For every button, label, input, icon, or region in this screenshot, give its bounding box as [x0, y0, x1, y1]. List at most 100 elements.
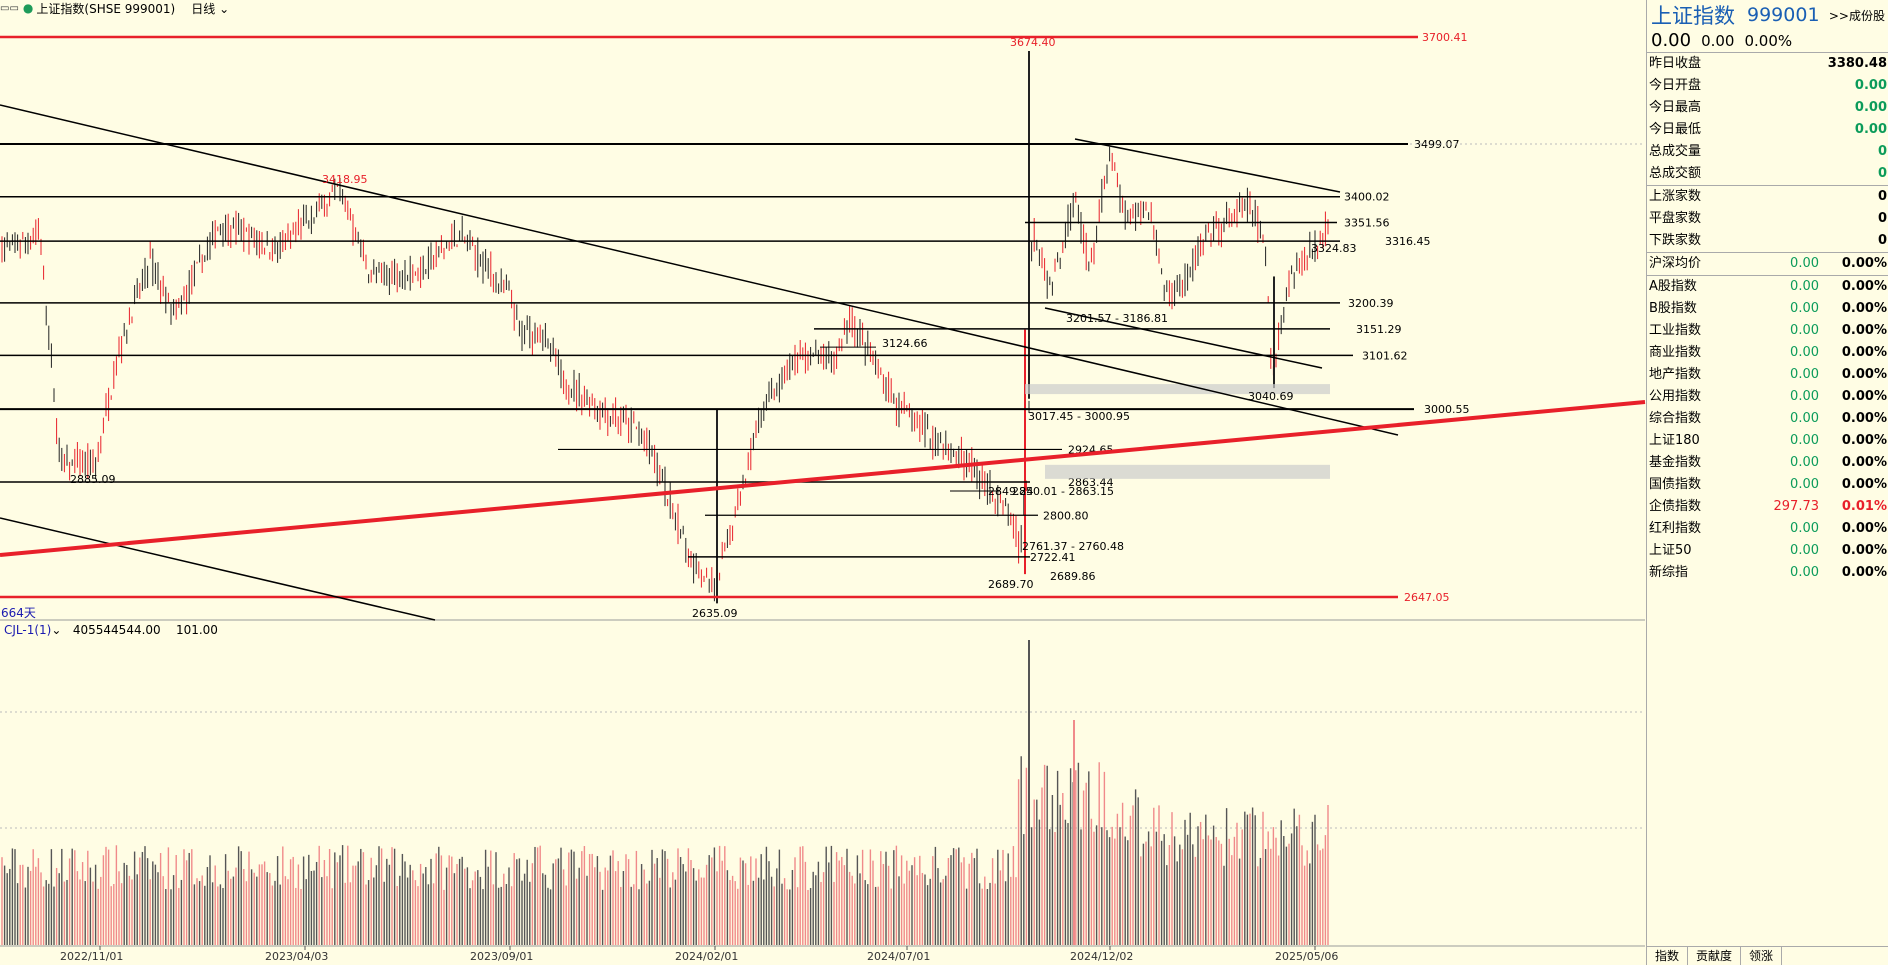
chart-toolbar: ▭▭ ● 上证指数(SHSE 999001) 日线 ⌄: [0, 0, 229, 16]
stat-row[interactable]: 今日最高 0.00: [1647, 97, 1888, 119]
index-row[interactable]: 公用指数 0.00 0.00%: [1647, 386, 1888, 408]
avg-row[interactable]: 沪深均价 0.00 0.00%: [1647, 253, 1888, 275]
row-label: 总成交量: [1649, 144, 1702, 159]
tab-贡献度[interactable]: 贡献度: [1688, 947, 1742, 965]
row-value: [1759, 53, 1819, 75]
price-label: 3700.41: [1422, 31, 1468, 44]
point-label: 2689.86: [1050, 570, 1096, 583]
counts-block: 上涨家数 0 平盘家数 0 下跌家数 0: [1647, 185, 1888, 252]
chart-canvas[interactable]: 3700.413499.073400.023351.563316.453200.…: [0, 0, 1646, 965]
row-pct: 0.00%: [1841, 367, 1887, 382]
price-label: 3101.62: [1362, 349, 1408, 362]
row-pct: 0.00: [1854, 100, 1887, 115]
row-value: 0.00: [1790, 433, 1819, 448]
row-label: 总成交额: [1649, 166, 1702, 181]
price-change-pct: 0.00%: [1744, 32, 1793, 50]
point-label: 3324.83: [1311, 242, 1357, 255]
x-tick-label: 2024/12/02: [1070, 950, 1133, 963]
index-row[interactable]: 国债指数 0.00 0.00%: [1647, 474, 1888, 496]
price-label: 2647.05: [1404, 591, 1450, 604]
row-label: 基金指数: [1649, 455, 1702, 470]
row-value: [1759, 97, 1819, 119]
row-label: 今日最高: [1649, 100, 1702, 115]
count-row[interactable]: 上涨家数 0: [1647, 186, 1888, 208]
index-row[interactable]: B股指数 0.00 0.00%: [1647, 298, 1888, 320]
row-value: 0.00: [1790, 389, 1819, 404]
row-value: 0.00: [1790, 521, 1819, 536]
index-row[interactable]: 上证180 0.00 0.00%: [1647, 430, 1888, 452]
constituents-link[interactable]: >>成份股: [1828, 8, 1885, 23]
row-label: 红利指数: [1649, 521, 1702, 536]
stat-row[interactable]: 昨日收盘 3380.48: [1647, 53, 1888, 75]
count-row[interactable]: 下跌家数 0: [1647, 230, 1888, 252]
row-pct: 0.00%: [1841, 433, 1887, 448]
row-pct: 0.00%: [1841, 345, 1887, 360]
price-label: 3000.55: [1424, 403, 1470, 416]
row-label: 下跌家数: [1649, 233, 1702, 248]
candles-group: [1, 146, 1329, 602]
trend-line: [1044, 307, 1323, 369]
stat-row[interactable]: 今日最低 0.00: [1647, 119, 1888, 141]
panel-header: 上证指数 999001 >>成份股: [1647, 0, 1888, 30]
row-pct: 0.00: [1854, 78, 1887, 93]
panel-tabs: 指数 贡献度 领涨: [1647, 946, 1888, 965]
index-row[interactable]: 新综指 0.00 0.00%: [1647, 562, 1888, 584]
index-row[interactable]: A股指数 0.00 0.00%: [1647, 276, 1888, 298]
price-label: 3400.02: [1344, 191, 1390, 204]
price-label: 2863.44: [1068, 476, 1114, 489]
chevron-down-icon: ⌄: [219, 1, 230, 16]
index-row[interactable]: 红利指数 0.00 0.00%: [1647, 518, 1888, 540]
indices-block: A股指数 0.00 0.00% B股指数 0.00 0.00% 工业指数 0.00 0.00% 商…: [1647, 275, 1888, 584]
row-label: 上证50: [1649, 543, 1692, 558]
row-label: 今日最低: [1649, 122, 1702, 137]
gap-zone: [1045, 464, 1330, 479]
index-row[interactable]: 上证50 0.00 0.00%: [1647, 540, 1888, 562]
row-label: 平盘家数: [1649, 211, 1702, 226]
indicator-name: CJL-1(1): [4, 623, 52, 637]
stat-row[interactable]: 总成交额 0: [1647, 163, 1888, 185]
point-label: 2850.01 - 2863.15: [1012, 485, 1114, 498]
row-value: 0.00: [1790, 543, 1819, 558]
index-row[interactable]: 地产指数 0.00 0.00%: [1647, 364, 1888, 386]
row-value: 0.00: [1790, 345, 1819, 360]
price-label: 3200.39: [1348, 297, 1394, 310]
row-label: 公用指数: [1649, 389, 1702, 404]
row-label: 国债指数: [1649, 477, 1702, 492]
stat-row[interactable]: 今日开盘 0.00: [1647, 75, 1888, 97]
row-label: A股指数: [1649, 279, 1697, 294]
index-row[interactable]: 工业指数 0.00 0.00%: [1647, 320, 1888, 342]
row-value: 0.00: [1790, 565, 1819, 580]
row-value: 0.00: [1790, 323, 1819, 338]
row-value: [1759, 141, 1819, 163]
row-pct: 0.00%: [1841, 389, 1887, 404]
row-pct: 3380.48: [1827, 56, 1887, 71]
indicator-value-2: 101.00: [175, 623, 218, 637]
index-row[interactable]: 商业指数 0.00 0.00%: [1647, 342, 1888, 364]
index-row[interactable]: 综合指数 0.00 0.00%: [1647, 408, 1888, 430]
price-change: 0.00: [1701, 32, 1735, 50]
row-pct: 0.00%: [1841, 323, 1887, 338]
tab-指数[interactable]: 指数: [1647, 947, 1689, 965]
row-pct: 0.00%: [1841, 279, 1887, 294]
row-value: [1759, 230, 1819, 252]
count-row[interactable]: 平盘家数 0: [1647, 208, 1888, 230]
row-pct: 0.00%: [1841, 455, 1887, 470]
row-pct: 0.01%: [1841, 499, 1887, 514]
x-tick-label: 2025/05/06: [1275, 950, 1338, 963]
kline-chart[interactable]: 3700.41 3499.07 3400.02 3351.56 3316.45 3200.…: [0, 0, 1646, 965]
tab-领涨[interactable]: 领涨: [1741, 947, 1783, 965]
row-value: 0.00: [1790, 367, 1819, 382]
row-label: 新综指: [1649, 565, 1689, 580]
row-label: 今日开盘: [1649, 78, 1702, 93]
trend-line: [1074, 138, 1341, 193]
index-row[interactable]: 基金指数 0.00 0.00%: [1647, 452, 1888, 474]
row-value: [1759, 75, 1819, 97]
period-selector[interactable]: 日线 ⌄: [191, 1, 230, 16]
row-pct: 0.00%: [1841, 565, 1887, 580]
index-row[interactable]: 企债指数 297.73 0.01%: [1647, 496, 1888, 518]
window-controls-icon[interactable]: ▭▭: [0, 2, 19, 14]
row-label: 企债指数: [1649, 499, 1702, 514]
row-label: 昨日收盘: [1649, 56, 1702, 71]
stat-row[interactable]: 总成交量 0: [1647, 141, 1888, 163]
volume-indicator-header[interactable]: CJL-1(1)⌄ 405544544.00 101.00: [4, 623, 218, 637]
